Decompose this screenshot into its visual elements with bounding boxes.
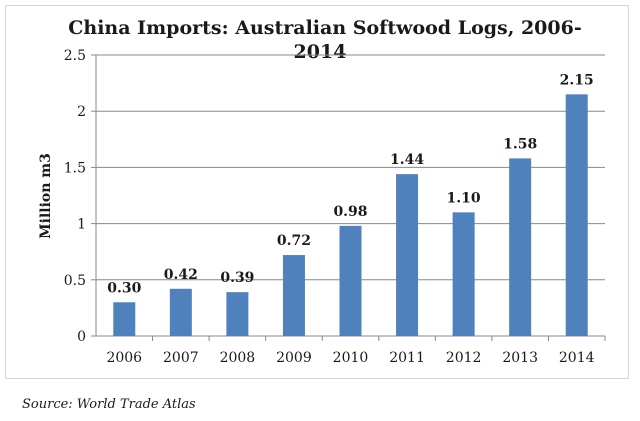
x-tick-label-2008: 2008	[220, 350, 256, 366]
y-tick-label: 0	[77, 329, 86, 345]
chart-title-line-2: 2014	[293, 41, 347, 63]
bar-2010	[339, 225, 362, 336]
y-tick-label: 1.5	[64, 160, 86, 176]
x-tick-label-2009: 2009	[276, 350, 312, 366]
y-tick-label: 1	[77, 217, 86, 233]
bar-2006	[113, 302, 136, 336]
x-tick-label-2006: 2006	[106, 350, 142, 366]
y-axis-label: Million m3	[38, 153, 54, 239]
bar-2013	[509, 158, 532, 336]
data-label-2006: 0.30	[107, 280, 141, 296]
data-labels: 0.30 0.42 0.39 0.72 0.98 1.44 1.10 1.58 2.15	[107, 72, 594, 296]
data-label-2013: 1.58	[503, 136, 537, 152]
bar-2009	[282, 255, 305, 336]
source-note: Source: World Trade Atlas	[22, 397, 196, 412]
x-tick-label-2007: 2007	[163, 350, 199, 366]
data-label-2007: 0.42	[164, 267, 198, 283]
y-tick-label: 2	[77, 104, 86, 120]
x-tick-label-2012: 2012	[446, 350, 482, 366]
chart-title: China Imports: Australian Softwood Logs,…	[0, 16, 640, 66]
bar-2007	[169, 288, 192, 336]
bars	[113, 94, 588, 336]
chart-title-line-1: China Imports: Australian Softwood Logs,…	[68, 17, 582, 39]
x-tick-label-2010: 2010	[333, 350, 369, 366]
data-label-2009: 0.72	[277, 233, 311, 249]
bar-2011	[396, 174, 419, 336]
data-label-2012: 1.10	[447, 190, 481, 206]
data-label-2011: 1.44	[390, 152, 424, 168]
y-tick-label: 0.5	[64, 273, 86, 289]
bar-2014	[565, 94, 588, 336]
y-tick-labels: 0 0.5 1 1.5 2 2.5	[64, 48, 86, 345]
x-tick-label-2011: 2011	[389, 350, 425, 366]
x-tick-label-2014: 2014	[559, 350, 595, 366]
bar-2008	[226, 292, 249, 336]
data-label-2014: 2.15	[560, 72, 594, 88]
x-tick-labels: 2006 2007 2008 2009 2010 2011 2012 2013 2014	[106, 350, 594, 366]
x-tick-label-2013: 2013	[502, 350, 538, 366]
data-label-2010: 0.98	[333, 204, 367, 220]
chart-frame	[5, 5, 629, 379]
data-label-2008: 0.39	[220, 270, 254, 286]
y-tick-label: 2.5	[64, 48, 86, 64]
bar-2012	[452, 212, 475, 336]
